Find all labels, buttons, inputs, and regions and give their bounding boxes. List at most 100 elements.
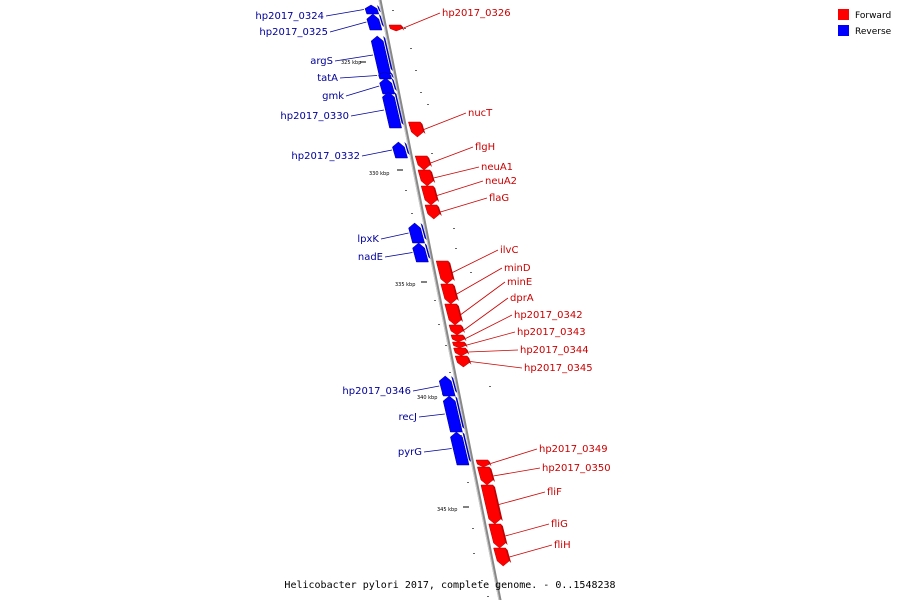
- gene-label: neuA1: [481, 162, 513, 173]
- gene-tata: tatA: [317, 71, 394, 84]
- gene-label: fliF: [547, 487, 562, 498]
- gene-leader-line: [418, 413, 445, 418]
- gene-label: hp2017_0325: [259, 27, 328, 38]
- gene-arrow: [379, 77, 396, 95]
- gene-label: hp2017_0332: [291, 151, 360, 162]
- gene-arrow-shade: [455, 396, 465, 429]
- gene-label: gmk: [322, 91, 344, 102]
- gene-arrow-shade: [424, 243, 431, 259]
- gene-leader-line: [430, 146, 474, 164]
- gene-arrow-shade: [378, 14, 384, 27]
- gene-arrow-shade: [500, 524, 508, 545]
- gene-dpra: dprA: [448, 293, 534, 336]
- reverse-label: Reverse: [855, 27, 892, 37]
- gene-leader-line: [436, 180, 484, 196]
- gene-arrow: [454, 355, 470, 368]
- feature-marks: [392, 10, 491, 597]
- feature-mark: [420, 92, 422, 93]
- gene-arrow: [388, 24, 403, 32]
- feature-mark: [410, 48, 412, 49]
- gene-arrow: [414, 155, 431, 171]
- feature-mark: [460, 435, 462, 436]
- feature-mark: [487, 596, 489, 597]
- gene-leader-line: [452, 249, 499, 273]
- gene-hp2017_0332: hp2017_0332: [291, 141, 410, 162]
- gene-arrow-shade: [493, 485, 503, 521]
- gene-arrow: [420, 185, 438, 206]
- gene-arrow-shade: [394, 92, 404, 125]
- gene-arrow: [444, 303, 462, 326]
- gene-arrow-shade: [505, 548, 512, 563]
- gene-label: flaG: [489, 193, 509, 204]
- gene-arrow: [440, 283, 458, 305]
- gene-arrow-shade: [391, 78, 397, 91]
- gene-arrow-shade: [401, 25, 405, 31]
- gene-leader-line: [463, 297, 509, 331]
- gene-arrow: [442, 395, 463, 433]
- gene-hp2017_0325: hp2017_0325: [259, 13, 384, 38]
- gene-label: minE: [507, 277, 532, 288]
- gene-flig: fliG: [488, 519, 568, 549]
- gene-arrow: [493, 547, 510, 567]
- gene-arrow-shade: [404, 142, 410, 155]
- gene-label: nucT: [468, 108, 493, 119]
- gene-arrow: [480, 484, 502, 525]
- gene-arrow: [424, 204, 441, 220]
- gene-arrow: [364, 4, 380, 15]
- gene-label: hp2017_0324: [255, 11, 324, 22]
- gene-arrow: [477, 466, 494, 486]
- gene-arrow: [450, 431, 470, 466]
- gene-arrow: [408, 222, 425, 244]
- gene-label: nadE: [358, 252, 383, 263]
- tick-label: 325 kbp: [341, 60, 361, 66]
- gene-leader-line: [468, 349, 519, 353]
- gene-leader-line: [423, 448, 452, 453]
- feature-mark: [445, 345, 447, 346]
- legend-forward: Forward: [838, 9, 891, 21]
- gene-arrow-shade: [433, 186, 439, 202]
- forward-label: Forward: [855, 11, 891, 21]
- gene-label: dprA: [510, 293, 534, 304]
- tick-345: 345 kbp: [437, 506, 469, 513]
- gene-lpxk: lpxK: [357, 222, 427, 245]
- legend-reverse: Reverse: [838, 25, 892, 37]
- gene-arrow: [452, 341, 466, 349]
- gene-label: pyrG: [398, 447, 422, 458]
- gene-arrow: [370, 35, 392, 75]
- gene-arrow-shade: [452, 284, 459, 301]
- gene-arrow-shade: [489, 467, 495, 482]
- gene-arrow: [450, 334, 465, 343]
- gene-label: fliG: [551, 519, 568, 530]
- feature-mark: [449, 372, 451, 373]
- gene-leader-line: [470, 361, 523, 369]
- map-caption: Helicobacter pylori 2017, complete genom…: [284, 580, 615, 591]
- gene-arrow-shade: [448, 261, 455, 281]
- gene-hp2017_0330: hp2017_0330: [280, 91, 404, 129]
- gene-neua1: neuA1: [417, 162, 513, 187]
- feature-mark: [489, 386, 491, 387]
- feature-mark: [481, 580, 483, 581]
- gene-leader-line: [456, 267, 503, 295]
- gene-arrow-shade: [451, 376, 458, 393]
- gene-leader-line: [423, 112, 467, 130]
- gene-leader-line: [490, 448, 538, 464]
- gene-leader-line: [380, 232, 409, 240]
- gene-leader-line: [329, 21, 367, 33]
- gene-leader-line: [361, 149, 393, 157]
- gene-label: fliH: [554, 540, 571, 551]
- tick-325: 325 kbp: [341, 60, 366, 66]
- gene-leader-line: [466, 331, 516, 346]
- gene-leader-line: [334, 54, 374, 62]
- gene-arrow-shade: [420, 223, 427, 240]
- gene-arrow: [366, 13, 383, 31]
- gene-hp2017_0326: hp2017_0326: [388, 8, 511, 32]
- feature-mark: [427, 104, 429, 105]
- gene-arrow: [378, 71, 393, 80]
- gene-arrow-shade: [488, 460, 492, 467]
- gene-leader-line: [440, 197, 488, 213]
- gene-arrow-shade: [420, 122, 426, 134]
- forward-swatch: [838, 9, 849, 20]
- gene-label: hp2017_0343: [517, 327, 586, 338]
- gene-pyrg: pyrG: [398, 431, 471, 466]
- feature-mark: [472, 528, 474, 529]
